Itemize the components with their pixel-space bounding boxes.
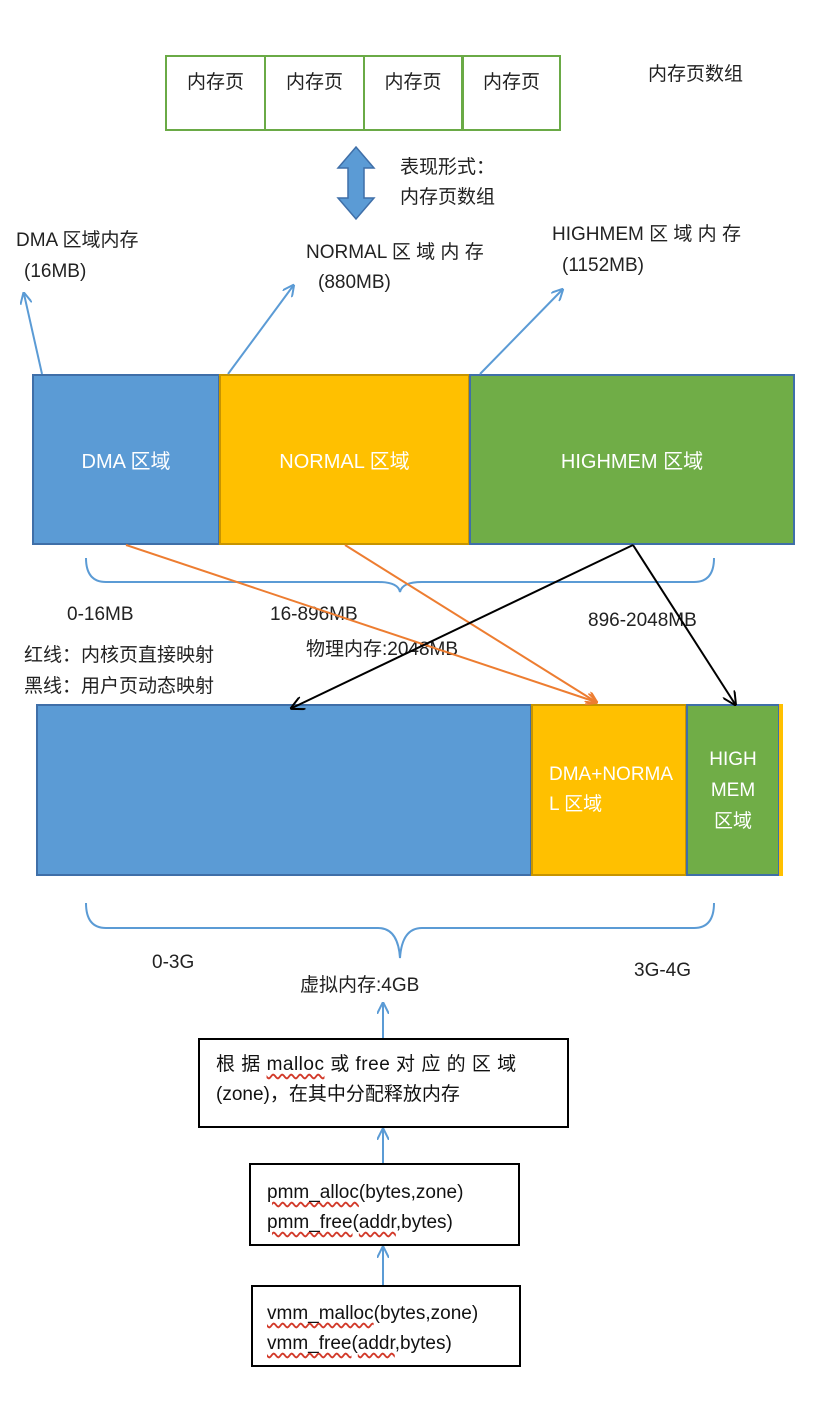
- memory-page-box-1: 内存页: [165, 55, 266, 131]
- vmm-malloc-function: vmm_malloc: [267, 1303, 374, 1324]
- physical-highmem-region: HIGHMEM 区域: [469, 374, 795, 545]
- normal-label-arrow: [227, 286, 293, 375]
- zone-text-a: 根 据: [216, 1054, 267, 1075]
- dma-label-arrow: [24, 294, 43, 375]
- pmm-free-paren: (: [352, 1212, 359, 1233]
- memory-page-box-4: 内存页: [462, 55, 561, 131]
- vmm-free-function: vmm_free: [267, 1333, 352, 1354]
- pmm-alloc-args: (bytes,zone): [358, 1182, 464, 1203]
- virtual-bar-edge: [779, 704, 783, 876]
- pmm-free-addr: addr: [358, 1212, 396, 1233]
- double-arrow-icon: [336, 145, 376, 221]
- representation-label-line1: 表现形式：: [400, 156, 496, 178]
- physical-range-dma: 0-16MB: [67, 604, 134, 625]
- physical-dma-region-label: DMA 区域: [81, 451, 171, 473]
- vmm-function-box: vmm_malloc(bytes,zone) vmm_free(addr,byt…: [251, 1285, 521, 1367]
- highmem-zone-size-label: (1152MB): [562, 255, 645, 276]
- physical-range-highmem: 896-2048MB: [588, 610, 697, 631]
- physical-range-normal: 16-896MB: [270, 604, 358, 625]
- virtual-highmem-label-line2: MEM: [710, 779, 756, 801]
- zone-text-malloc: malloc: [266, 1054, 325, 1075]
- pmm-function-box: pmm_alloc(bytes,zone) pmm_free(addr,byte…: [249, 1163, 520, 1246]
- vmm-free-line: vmm_free(addr,bytes): [267, 1329, 519, 1359]
- vmm-free-rest: ,bytes): [394, 1333, 452, 1354]
- dma-zone-size-label: (16MB): [24, 261, 87, 282]
- pmm-free-line: pmm_free(addr,bytes): [267, 1208, 518, 1238]
- virtual-dma-normal-label-line2: L 区域: [549, 794, 603, 815]
- zone-allocation-box: 根 据 malloc 或 free 对 应 的 区 域 (zone)，在其中分配…: [198, 1038, 569, 1128]
- pmm-alloc-line: pmm_alloc(bytes,zone): [267, 1178, 518, 1208]
- zone-text-c: 或 free 对 应 的 区 域: [324, 1054, 517, 1075]
- pmm-free-function: pmm_free: [267, 1212, 353, 1233]
- physical-normal-region: NORMAL 区域: [219, 374, 470, 545]
- normal-zone-size-label: (880MB): [318, 272, 391, 293]
- highmem-label-arrow: [479, 290, 562, 375]
- memory-page-box-3: 内存页: [363, 55, 463, 131]
- vmm-free-paren: (: [351, 1333, 358, 1354]
- physical-dma-region: DMA 区域: [32, 374, 220, 545]
- physical-memory-total: 物理内存:2048MB: [306, 639, 459, 660]
- normal-direct-map-arrow: [344, 544, 596, 702]
- representation-label-line2: 内存页数组: [400, 186, 496, 208]
- memory-page-box-2: 内存页: [264, 55, 365, 131]
- highmem-zone-memory-label: HIGHMEM 区 域 内 存: [552, 224, 741, 245]
- virtual-highmem-region: HIGH MEM 区域: [686, 704, 780, 876]
- virtual-user-region: [36, 704, 532, 876]
- normal-zone-memory-label: NORMAL 区 域 内 存: [306, 242, 484, 263]
- zone-allocation-line2: (zone)，在其中分配释放内存: [216, 1084, 460, 1105]
- page-array-label: 内存页数组: [648, 63, 744, 85]
- virtual-dma-normal-label-line1: DMA+NORMA: [549, 764, 674, 785]
- virtual-range-low: 0-3G: [152, 952, 195, 973]
- legend-black-line: 黑线：用户页动态映射: [24, 675, 215, 697]
- legend-red-line: 红线：内核页直接映射: [24, 644, 215, 666]
- memory-page-label: 内存页: [186, 71, 244, 93]
- zone-allocation-line1: 根 据 malloc 或 free 对 应 的 区 域: [216, 1050, 553, 1080]
- vmm-malloc-args: (bytes,zone): [373, 1303, 479, 1324]
- memory-page-label: 内存页: [384, 71, 442, 93]
- virtual-range-high: 3G-4G: [634, 960, 692, 981]
- vmm-malloc-line: vmm_malloc(bytes,zone): [267, 1299, 519, 1329]
- virtual-highmem-label-line3: 区域: [713, 810, 752, 832]
- virtual-highmem-label-line1: HIGH: [709, 748, 757, 770]
- physical-brace: [85, 557, 715, 593]
- memory-page-label: 内存页: [482, 71, 540, 93]
- virtual-memory-total: 虚拟内存:4GB: [300, 975, 420, 996]
- virtual-dma-normal-region: DMA+NORMA L 区域: [531, 704, 687, 876]
- pmm-alloc-function: pmm_alloc: [267, 1182, 359, 1203]
- physical-normal-region-label: NORMAL 区域: [279, 451, 410, 473]
- physical-highmem-region-label: HIGHMEM 区域: [560, 451, 704, 473]
- pmm-free-rest: ,bytes): [395, 1212, 453, 1233]
- memory-page-label: 内存页: [285, 71, 343, 93]
- vmm-free-addr: addr: [357, 1333, 395, 1354]
- dma-zone-memory-label: DMA 区域内存: [16, 230, 139, 251]
